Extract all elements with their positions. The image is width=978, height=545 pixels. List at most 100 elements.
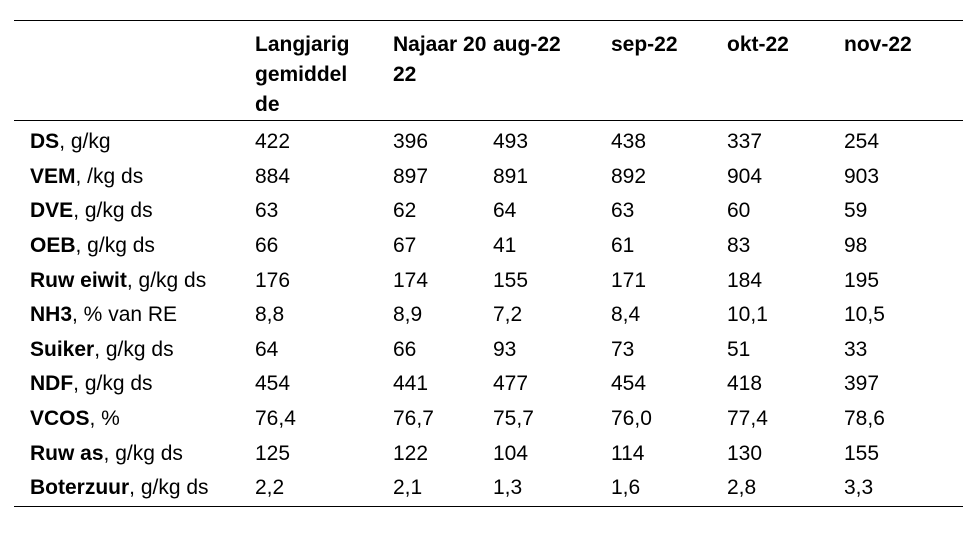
table-cell: 2,1 xyxy=(393,476,423,500)
table-row: VCOS, % 76,4 76,7 75,7 76,0 77,4 78,6 xyxy=(14,402,963,437)
data-table-container: Langjarig gemiddelde Najaar 2022 aug-22 … xyxy=(14,20,963,507)
table-cell: 171 xyxy=(611,268,647,292)
row-label: OEB, g/kg ds xyxy=(14,229,255,264)
table-cell: 7,2 xyxy=(493,303,523,327)
row-label-parameter: Boterzuur xyxy=(30,476,130,500)
table-row: OEB, g/kg ds 66 67 41 61 83 98 xyxy=(14,229,963,264)
header-cell-okt: okt-22 xyxy=(727,33,789,56)
row-label-parameter: DVE xyxy=(30,199,74,223)
table-cell: 93 xyxy=(493,337,517,361)
row-label: DVE, g/kg ds xyxy=(14,194,255,229)
table-cell: 63 xyxy=(611,199,635,223)
table-body: DS, g/kg 422 396 493 438 337 254 VEM, /kg ds 884… xyxy=(14,121,963,507)
table-row: Ruw eiwit, g/kg ds 176 174 155 171 184 195 xyxy=(14,263,963,298)
table-cell: 438 xyxy=(611,130,647,154)
header-cell-label xyxy=(14,21,255,121)
table-cell: 3,3 xyxy=(844,476,874,500)
table-row: DVE, g/kg ds 63 62 64 63 60 59 xyxy=(14,194,963,229)
row-label-unit: , g/kg ds xyxy=(126,268,207,292)
table-cell: 59 xyxy=(844,199,868,223)
row-label-parameter: Ruw as xyxy=(30,441,104,465)
table-cell: 125 xyxy=(255,441,291,465)
table-cell: 397 xyxy=(844,372,880,396)
header-row: Langjarig gemiddelde Najaar 2022 aug-22 … xyxy=(14,20,963,121)
row-label-unit: , /kg ds xyxy=(75,164,144,188)
table-cell: 75,7 xyxy=(493,407,534,431)
row-label-parameter: Suiker xyxy=(30,337,95,361)
row-label-parameter: VCOS xyxy=(30,407,90,431)
row-label-parameter: NH3 xyxy=(30,303,73,327)
table-cell: 76,0 xyxy=(611,407,652,431)
table-cell: 897 xyxy=(393,164,429,188)
row-label-unit: , % van RE xyxy=(72,303,178,327)
table-cell: 892 xyxy=(611,164,647,188)
row-label-unit: , g/kg ds xyxy=(129,476,209,500)
table-cell: 337 xyxy=(727,130,763,154)
table-cell: 884 xyxy=(255,164,291,188)
header-cell-aug: aug-22 xyxy=(493,33,561,56)
row-label: VCOS, % xyxy=(14,402,255,437)
row-label: Boterzuur, g/kg ds xyxy=(14,471,255,506)
table-cell: 396 xyxy=(393,130,429,154)
row-label-parameter: Ruw eiwit xyxy=(30,268,127,292)
table-cell: 1,3 xyxy=(493,476,523,500)
table-cell: 64 xyxy=(493,199,517,223)
table-cell: 114 xyxy=(611,441,645,465)
table-row: NH3, % van RE 8,8 8,9 7,2 8,4 10,1 10,5 xyxy=(14,298,963,333)
table-cell: 66 xyxy=(393,337,417,361)
row-label: NH3, % van RE xyxy=(14,298,255,333)
table-cell: 903 xyxy=(844,164,880,188)
row-label: VEM, /kg ds xyxy=(14,160,255,195)
table-cell: 10,5 xyxy=(844,303,885,327)
header-cell-sep: sep-22 xyxy=(611,33,678,56)
table-cell: 61 xyxy=(611,234,635,258)
table-cell: 1,6 xyxy=(611,476,641,500)
table-cell: 63 xyxy=(255,199,279,223)
table-cell: 155 xyxy=(493,268,529,292)
table-cell: 60 xyxy=(727,199,751,223)
table-row: NDF, g/kg ds 454 441 477 454 418 397 xyxy=(14,367,963,402)
table-cell: 98 xyxy=(844,234,868,258)
table-cell: 454 xyxy=(611,372,647,396)
table-cell: 33 xyxy=(844,337,868,361)
table-cell: 76,7 xyxy=(393,407,434,431)
table-cell: 67 xyxy=(393,234,417,258)
table-cell: 2,8 xyxy=(727,476,757,500)
row-label-unit: , g/kg ds xyxy=(73,199,153,223)
table-cell: 184 xyxy=(727,268,763,292)
table-cell: 104 xyxy=(493,441,529,465)
table-header: Langjarig gemiddelde Najaar 2022 aug-22 … xyxy=(14,20,963,121)
table-cell: 454 xyxy=(255,372,291,396)
table-cell: 83 xyxy=(727,234,751,258)
table-cell: 10,1 xyxy=(727,303,768,327)
table-cell: 174 xyxy=(393,268,429,292)
table-cell: 422 xyxy=(255,130,291,154)
row-label-unit: , g/kg ds xyxy=(103,441,183,465)
row-label-unit: , g/kg ds xyxy=(73,372,153,396)
table-cell: 8,8 xyxy=(255,303,285,327)
row-label-parameter: DS xyxy=(30,130,60,154)
row-label-parameter: NDF xyxy=(30,372,74,396)
row-label: Ruw as, g/kg ds xyxy=(14,436,255,471)
table-cell: 477 xyxy=(493,372,529,396)
table-cell: 2,2 xyxy=(255,476,285,500)
table-cell: 130 xyxy=(727,441,763,465)
table-cell: 195 xyxy=(844,268,880,292)
table-row: DS, g/kg 422 396 493 438 337 254 xyxy=(14,121,963,160)
table-cell: 41 xyxy=(493,234,517,258)
table-cell: 122 xyxy=(393,441,429,465)
header-cell-nov: nov-22 xyxy=(844,33,912,56)
row-label: Suiker, g/kg ds xyxy=(14,333,255,368)
table-cell: 78,6 xyxy=(844,407,885,431)
table-cell: 254 xyxy=(844,130,880,154)
table-cell: 8,4 xyxy=(611,303,641,327)
row-label-unit: , % xyxy=(89,407,120,431)
row-label-parameter: VEM xyxy=(30,164,76,188)
header-cell-langjarig: Langjarig gemiddelde xyxy=(255,33,350,116)
table-cell: 176 xyxy=(255,268,291,292)
table-row: Suiker, g/kg ds 64 66 93 73 51 33 xyxy=(14,333,963,368)
table-cell: 76,4 xyxy=(255,407,296,431)
header-cell-najaar: Najaar 2022 xyxy=(393,33,487,86)
table-cell: 904 xyxy=(727,164,763,188)
table-cell: 77,4 xyxy=(727,407,768,431)
